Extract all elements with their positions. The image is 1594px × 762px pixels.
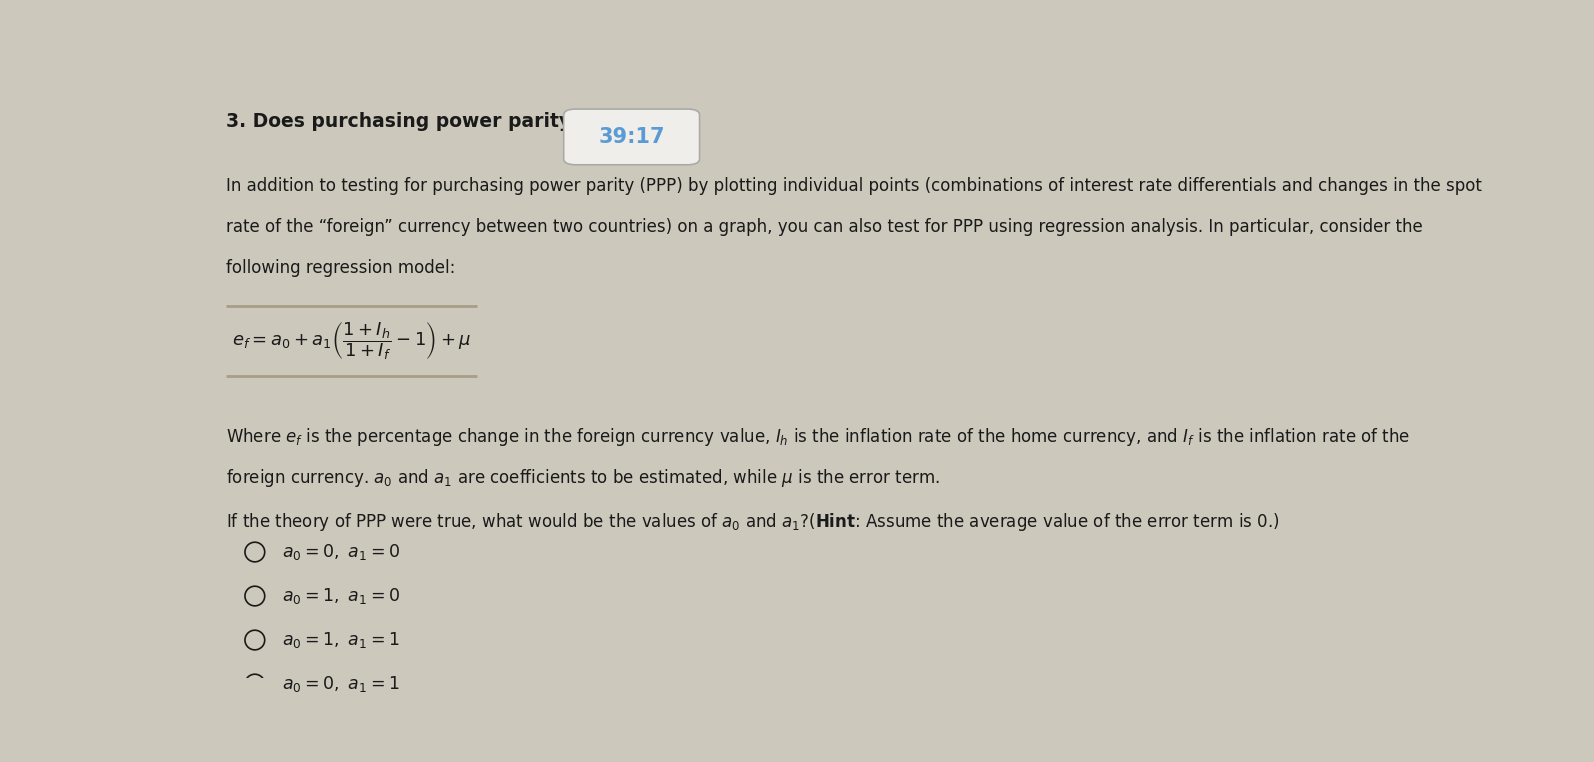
Text: $a_0 = 1,\ a_1 = 0$: $a_0 = 1,\ a_1 = 0$ — [282, 586, 400, 606]
Text: foreign currency. $a_0$ and $a_1$ are coefficients to be estimated, while $\mu$ : foreign currency. $a_0$ and $a_1$ are co… — [226, 467, 940, 489]
Text: $a_0 = 1,\ a_1 = 1$: $a_0 = 1,\ a_1 = 1$ — [282, 630, 400, 650]
Text: $a_0 = 0,\ a_1 = 0$: $a_0 = 0,\ a_1 = 0$ — [282, 542, 400, 562]
Text: $a_0 = 0,\ a_1 = 1$: $a_0 = 0,\ a_1 = 1$ — [282, 674, 400, 694]
Text: $e_f = a_0 + a_1 \left(\dfrac{1+I_h}{1+I_f} - 1\right) + \mu$: $e_f = a_0 + a_1 \left(\dfrac{1+I_h}{1+I… — [233, 320, 472, 362]
Text: Where $e_f$ is the percentage change in the foreign currency value, $I_h$ is the: Where $e_f$ is the percentage change in … — [226, 426, 1411, 448]
Text: If the theory of PPP were true, what would be the values of $a_0$ and $a_1$?($\m: If the theory of PPP were true, what wou… — [226, 511, 1280, 533]
Text: following regression model:: following regression model: — [226, 258, 456, 277]
Text: 3. Does purchasing power parity exist?: 3. Does purchasing power parity exist? — [226, 112, 641, 131]
Text: rate of the “foreign” currency between two countries) on a graph, you can also t: rate of the “foreign” currency between t… — [226, 218, 1423, 235]
Text: 39:17: 39:17 — [598, 127, 665, 147]
Text: In addition to testing for purchasing power parity (PPP) by plotting individual : In addition to testing for purchasing po… — [226, 177, 1482, 194]
FancyBboxPatch shape — [564, 109, 700, 165]
